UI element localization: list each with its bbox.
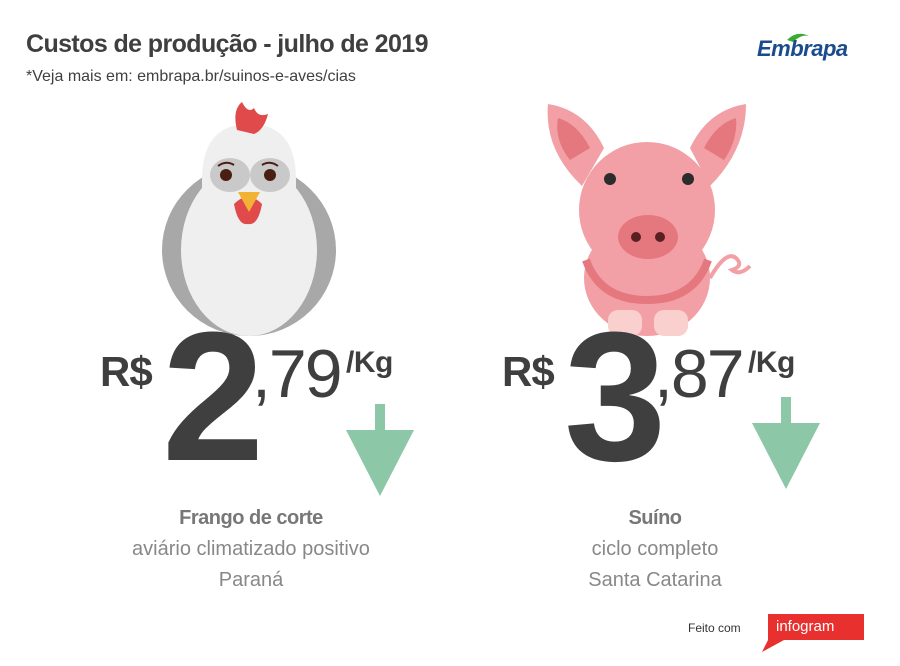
- item-detail: aviário climatizado positivo: [132, 538, 370, 560]
- item-name: Frango de corte: [179, 507, 323, 529]
- embrapa-logo-mark-icon: [787, 33, 809, 42]
- pig-icon: [540, 100, 755, 336]
- price-suino: R$ 3 ,87 /Kg: [502, 304, 822, 488]
- page-title: Custos de produção - julho de 2019: [26, 30, 428, 58]
- item-region: Paraná: [218, 569, 284, 591]
- currency-label: R$: [100, 348, 153, 395]
- description-frango: Frango de corte aviário climatizado posi…: [101, 503, 401, 596]
- price-decimal: ,87: [654, 336, 745, 412]
- embrapa-logo: Embrapa: [757, 30, 867, 74]
- price-unit: /Kg: [748, 346, 795, 379]
- price-integer: 2: [162, 293, 264, 499]
- item-detail: ciclo completo: [591, 538, 719, 560]
- down-arrow-icon: [346, 404, 414, 496]
- description-suino: Suíno ciclo completo Santa Catarina: [505, 503, 805, 596]
- source-note: *Veja mais em: embrapa.br/suinos-e-aves/…: [26, 68, 356, 85]
- price-frango: R$ 2 ,79 /Kg: [100, 304, 420, 488]
- price-decimal: ,79: [252, 336, 343, 412]
- currency-label: R$: [502, 348, 555, 395]
- infogram-badge[interactable]: infogram: [754, 610, 864, 652]
- item-region: Santa Catarina: [588, 569, 722, 591]
- embrapa-logo-text: Embrapa: [757, 36, 848, 61]
- down-arrow-icon: [752, 397, 820, 489]
- made-with-label: Feito com: [688, 621, 741, 635]
- price-integer: 3: [564, 293, 666, 499]
- price-unit: /Kg: [346, 346, 393, 379]
- infogram-flag-icon: [762, 614, 864, 652]
- item-name: Suíno: [628, 507, 682, 529]
- infogram-label[interactable]: infogram: [776, 618, 835, 635]
- chicken-icon: [162, 100, 337, 336]
